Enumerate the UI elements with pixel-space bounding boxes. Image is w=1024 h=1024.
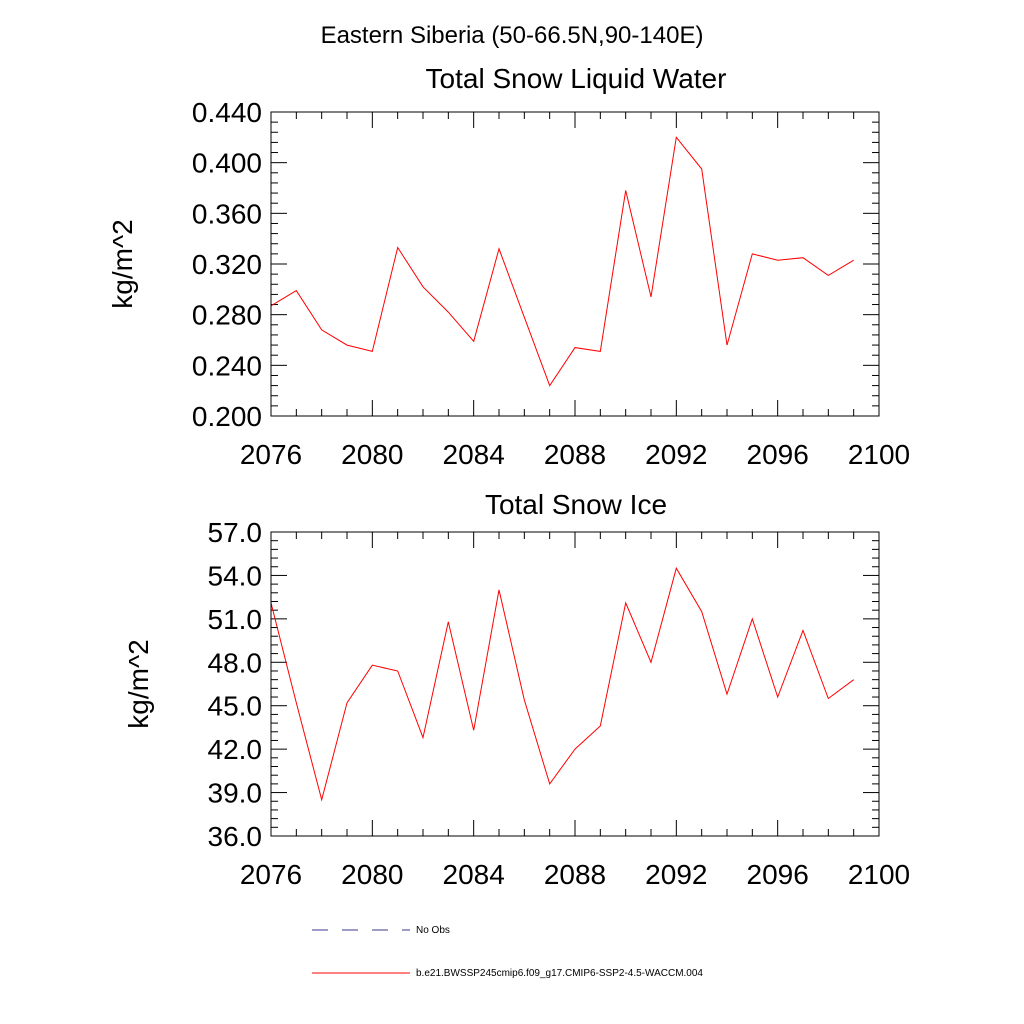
y-tick-label: 0.400 — [192, 148, 262, 179]
legend-obs-label: No Obs — [416, 925, 450, 936]
y-tick-label: 39.0 — [208, 778, 263, 809]
x-tick-label: 2076 — [240, 439, 302, 470]
x-tick-label: 2084 — [443, 859, 505, 890]
x-tick-label: 2088 — [544, 859, 606, 890]
panel-title: Total Snow Ice — [485, 489, 667, 520]
y-tick-label: 0.320 — [192, 249, 262, 280]
ticks: 2076 2080 2084 2088 2092 2096 2100 0.200 0.240 0.… — [192, 97, 910, 470]
y-tick-label: 0.440 — [192, 97, 262, 128]
series-group — [270, 136, 854, 387]
y-tick-label: 45.0 — [208, 691, 263, 722]
y-tick-label: 0.200 — [192, 401, 262, 432]
legend-model-label: b.e21.BWSSP245cmip6.f09_g17.CMIP6-SSP2-4… — [416, 968, 703, 979]
x-tick-label: 2076 — [240, 859, 302, 890]
y-tick-label: 0.360 — [192, 198, 262, 229]
series-group — [270, 566, 854, 802]
y-tick-label: 0.280 — [192, 300, 262, 331]
x-tick-label: 2100 — [848, 859, 910, 890]
y-tick-label: 42.0 — [208, 734, 263, 765]
y-tick-label: 51.0 — [208, 604, 263, 635]
y-tick-label: 54.0 — [208, 560, 263, 591]
series-line — [270, 136, 854, 387]
x-tick-label: 2088 — [544, 439, 606, 470]
x-tick-label: 2096 — [747, 439, 809, 470]
y-axis-label: kg/m^2 — [107, 219, 138, 308]
y-tick-label: 36.0 — [208, 821, 263, 852]
panel-snow-liquid-water: Total Snow Liquid Water kg/m^2 2076 2080 2… — [107, 63, 910, 470]
legend: No Obs b.e21.BWSSP245cmip6.f09_g17.CMIP6… — [312, 925, 703, 979]
figure-title: Eastern Siberia (50-66.5N,90-140E) — [321, 22, 704, 49]
x-tick-label: 2080 — [341, 859, 403, 890]
ticks: 2076 2080 2084 2088 2092 2096 2100 36.0 39.0 42.0… — [208, 517, 911, 890]
y-tick-label: 48.0 — [208, 647, 263, 678]
x-tick-label: 2080 — [341, 439, 403, 470]
x-tick-label: 2084 — [443, 439, 505, 470]
x-tick-label: 2092 — [645, 859, 707, 890]
y-axis-label: kg/m^2 — [123, 639, 154, 728]
panel-snow-ice: Total Snow Ice kg/m^2 2076 2080 2084 2088 20… — [123, 489, 910, 890]
series-line — [270, 566, 854, 802]
x-tick-label: 2092 — [645, 439, 707, 470]
plot-frame — [270, 531, 880, 837]
x-tick-label: 2100 — [848, 439, 910, 470]
panel-title: Total Snow Liquid Water — [426, 63, 727, 94]
plot-frame — [270, 111, 880, 417]
x-tick-label: 2096 — [747, 859, 809, 890]
y-tick-label: 57.0 — [208, 517, 263, 548]
y-tick-label: 0.240 — [192, 350, 262, 381]
